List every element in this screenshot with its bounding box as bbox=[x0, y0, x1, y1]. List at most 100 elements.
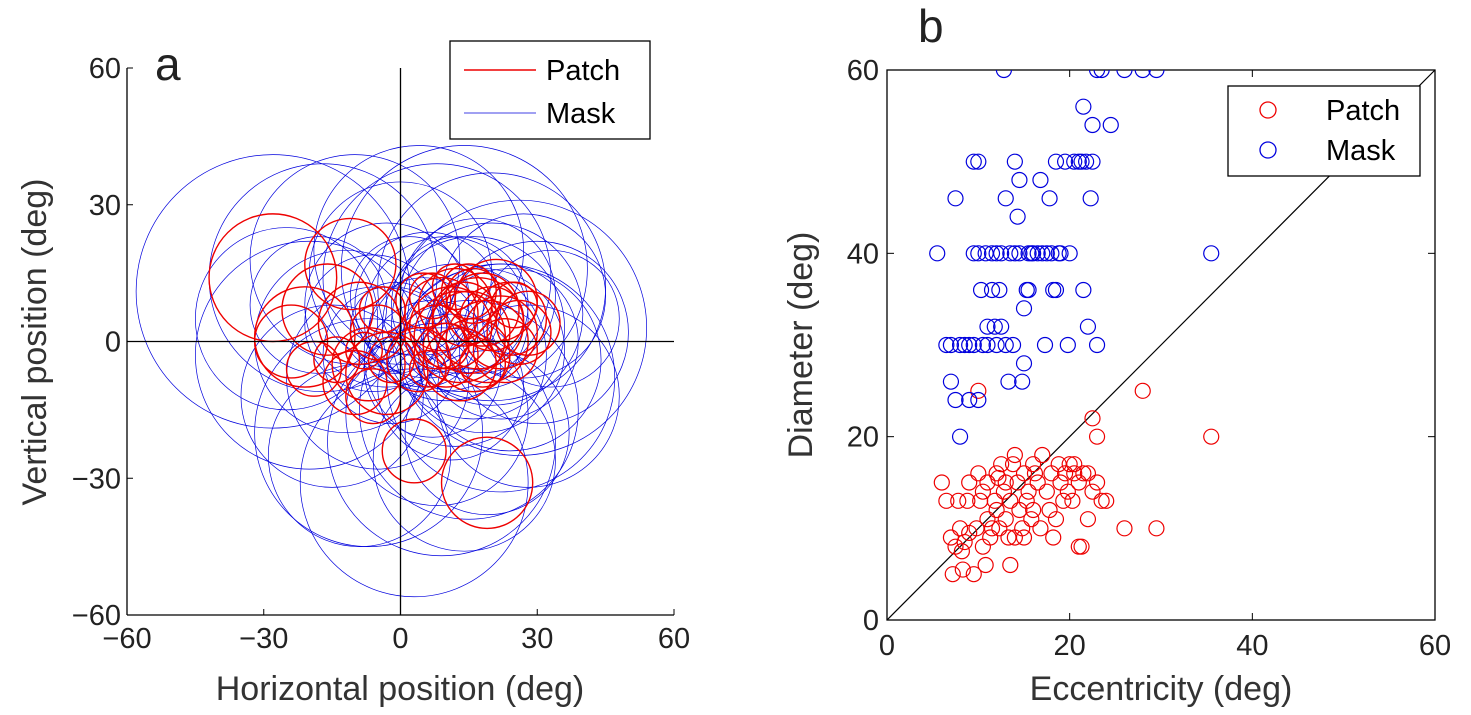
patch-circle bbox=[381, 418, 447, 484]
panel-b-y-tick-label: 20 bbox=[847, 422, 879, 454]
patch-point bbox=[1070, 474, 1087, 491]
patch-point bbox=[1006, 446, 1023, 464]
mask-point bbox=[970, 391, 987, 409]
mask-point bbox=[986, 318, 1003, 335]
panel-b-y-axis-title: Diameter (deg) bbox=[782, 232, 820, 459]
patch-point bbox=[1009, 474, 1026, 491]
mask-circle bbox=[363, 236, 529, 402]
panel-a-x-tick-label: 30 bbox=[521, 623, 553, 655]
mask-point bbox=[1088, 336, 1106, 354]
mask-point bbox=[1082, 190, 1099, 207]
mask-point bbox=[1000, 373, 1017, 390]
mask-point bbox=[1004, 336, 1022, 354]
panel-b-label: b bbox=[918, 0, 944, 52]
mask-point bbox=[1002, 245, 1019, 262]
mask-point bbox=[951, 428, 969, 445]
panel-a-circles bbox=[135, 145, 647, 598]
mask-point bbox=[1059, 336, 1076, 354]
mask-circle bbox=[391, 199, 647, 456]
mask-point bbox=[979, 336, 996, 354]
patch-point bbox=[953, 543, 970, 560]
patch-point bbox=[970, 465, 987, 482]
patch-point bbox=[993, 456, 1010, 473]
patch-point bbox=[997, 511, 1014, 528]
mask-point bbox=[1047, 153, 1065, 170]
patch-point bbox=[1004, 456, 1022, 473]
panel-a-y-tick-label: 0 bbox=[105, 327, 121, 359]
mask-point bbox=[961, 391, 978, 409]
patch-point bbox=[1093, 492, 1110, 509]
patch-point bbox=[983, 520, 1001, 537]
panel-a-x-tick-label: 0 bbox=[392, 623, 408, 655]
patch-point bbox=[977, 556, 994, 574]
patch-point bbox=[1025, 501, 1042, 519]
mask-point bbox=[1011, 245, 1028, 262]
mask-point bbox=[983, 245, 1001, 262]
panel-b-y-tick-label: 60 bbox=[847, 55, 879, 87]
patch-point bbox=[979, 511, 996, 528]
mask-point bbox=[1032, 171, 1049, 189]
patch-point bbox=[1047, 511, 1065, 528]
panel-a-y-tick-label: 60 bbox=[89, 53, 121, 85]
mask-point bbox=[1078, 153, 1095, 170]
mask-point bbox=[1134, 70, 1151, 79]
mask-point bbox=[1011, 171, 1028, 189]
mask-point bbox=[1148, 70, 1165, 79]
mask-point bbox=[983, 281, 1001, 299]
mask-circle bbox=[372, 368, 556, 552]
patch-point bbox=[1079, 465, 1097, 482]
mask-point bbox=[1029, 245, 1046, 262]
panel-a-x-tick-label: 60 bbox=[658, 623, 690, 655]
panel-b-points bbox=[929, 70, 1220, 583]
mask-point bbox=[997, 190, 1014, 207]
patch-circle bbox=[440, 436, 534, 530]
panel-a-y-axis-title: Vertical position (deg) bbox=[16, 179, 54, 506]
mask-point bbox=[1061, 245, 1078, 262]
patch-point bbox=[979, 474, 996, 491]
panel-b: 0 20 40 60 0 20 40 60 b Eccentricity (deg) Diam… bbox=[782, 0, 1451, 708]
patch-point bbox=[1055, 492, 1072, 509]
mask-point bbox=[1020, 281, 1037, 299]
patch-point bbox=[982, 529, 999, 546]
panel-b-y-tick-label: 0 bbox=[863, 605, 879, 637]
patch-point bbox=[933, 474, 950, 491]
patch-point bbox=[1073, 538, 1090, 555]
patch-point bbox=[1032, 520, 1049, 537]
patch-point bbox=[1148, 520, 1165, 537]
patch-point bbox=[1066, 456, 1083, 473]
mask-point bbox=[991, 281, 1008, 299]
panel-a-legend-box bbox=[449, 40, 651, 140]
patch-point bbox=[1116, 520, 1133, 537]
mask-circle bbox=[299, 368, 529, 598]
mask-point bbox=[965, 153, 982, 170]
mask-point bbox=[1036, 336, 1054, 354]
patch-point bbox=[1134, 382, 1151, 399]
patch-circle bbox=[408, 272, 456, 320]
mask-point bbox=[979, 318, 996, 335]
mask-point bbox=[1093, 70, 1110, 79]
mask-point bbox=[1043, 245, 1060, 262]
mask-point bbox=[1079, 318, 1097, 335]
patch-circle bbox=[345, 331, 383, 370]
mask-circle bbox=[436, 304, 620, 488]
mask-point bbox=[1025, 245, 1042, 262]
mask-point bbox=[974, 336, 992, 354]
mask-point bbox=[951, 336, 969, 354]
mask-point bbox=[1014, 373, 1031, 390]
mask-point bbox=[1006, 153, 1023, 170]
mask-point bbox=[1088, 70, 1106, 79]
panel-a-legend-label-mask: Mask bbox=[546, 98, 616, 130]
mask-circle bbox=[418, 268, 602, 452]
mask-point bbox=[1203, 245, 1220, 262]
mask-point bbox=[972, 281, 990, 299]
patch-point bbox=[995, 483, 1013, 500]
patch-circle bbox=[495, 290, 561, 356]
patch-point bbox=[1023, 511, 1040, 528]
patch-point bbox=[974, 538, 992, 555]
patch-point bbox=[1015, 529, 1033, 546]
mask-point bbox=[1006, 245, 1023, 262]
panel-a-y-tick-label: −30 bbox=[72, 463, 121, 495]
patch-point bbox=[1079, 511, 1097, 528]
panel-b-legend: Patch Mask bbox=[1227, 85, 1421, 177]
mask-point bbox=[1038, 245, 1055, 262]
